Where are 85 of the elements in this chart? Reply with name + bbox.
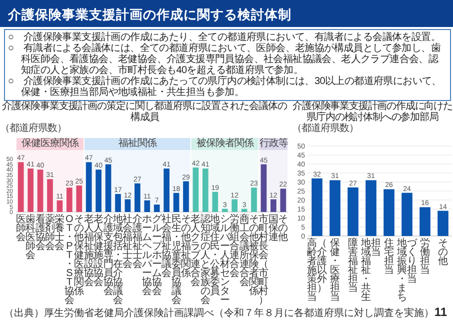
bar [144,200,150,212]
bar [56,200,63,212]
x-tick-label: 医師会 [16,214,26,243]
bar [18,162,24,212]
bar [260,164,267,212]
category-label: 市町村長会（市町村） [258,214,269,306]
bar [115,194,121,212]
x-tick-label: 障害福祉担当 [348,238,358,294]
category-label: 地域包括・在介協議会 [113,214,123,306]
chart-title: 介護保険事業支援計画の作成に向けた県庁内の検討体制への参加部局 [292,101,453,123]
x-tick-label: その他福祉関係 [181,214,191,279]
category-label: 地域住民・公募委員 [210,214,220,297]
x-tick-label: 保健・医療担当 [330,238,340,303]
bar [222,208,228,212]
x-tick-label: 労働組合連合会 [230,214,240,279]
x-tick-label: その他 [278,214,288,243]
bar [47,179,53,212]
category-label: 地域振興・まちづくり担当 [397,238,417,303]
x-tick-label: 労働担当 [420,238,430,276]
text: ○ 介護保険事業支援計画の作成にあたり、全ての都道府県において、有識者による会議体を設置。 [8,32,442,43]
band-label: 行政等 [259,138,288,149]
category-label: 認知症の人と家族の会 [200,214,210,306]
bar [37,170,44,212]
category-label: 介護支援専門員協会 [103,214,114,297]
category-label: 民生・児童委員協議会 [171,214,182,306]
bar [105,164,112,212]
category-label: 高齢者施策担当（介護以外） [307,238,327,303]
x-tick-label: 住宅担当 [384,238,394,276]
bar [330,180,340,236]
category-label: グループホーム協会 [152,214,162,297]
category-label: その他被保険者関係 [249,214,259,297]
x-tick-label: 老人保健施設協会 [94,214,104,288]
y-axis-title: （都道府県数） [292,123,358,134]
category-label: その他保健医療関係 [74,214,84,297]
x-tick-label: 歯科医師会 [26,214,36,261]
bar [164,168,170,212]
bar [28,168,34,212]
bar [366,180,376,236]
band-label: 被保険者関係 [191,138,258,149]
bar [312,178,322,236]
bar [402,192,412,236]
bar [192,167,199,212]
y-axis-title: （都道府県数） [0,123,66,134]
bar [251,188,257,212]
bar [86,162,92,212]
x-tick-label: 国保連 [268,214,278,243]
category-label: 地域福祉・共生担当 [361,238,381,303]
band-label: 保健医療関係 [16,138,84,149]
bar [173,192,180,212]
bar [280,188,286,212]
text: ○ 介護保険事業支援計画の作成にあたっての県庁内の検討体制には、30以上の都道府県において、保健・医療担当部局や地域福祉・共生担当も参加。 [8,76,442,98]
bar [232,199,238,212]
text: ○ 有識者による会議体には、全ての都道府県において、医師会、老施協が構成員として参加し、歯科医師会、看護協会、老健協会、介護支援専門員協会、社会福祉協議会、老人クラブ連合会、認知症の人と家族の会、市町村長会も40を超える都道府県で参加。 [8,43,442,76]
bar [66,188,72,212]
x-tick-label: 社会福祉士会 [122,214,133,270]
category-label: シルバー人材センター [220,214,230,306]
x-tick-label: 商工会議所連合会 [239,214,250,288]
bar [212,192,218,212]
bar [420,207,430,236]
x-tick-label: 介護福祉士会 [132,214,142,270]
x-tick-label: 社会福祉協議会 [162,214,172,279]
x-tick-label: 老人福祉施設協会 [84,214,94,288]
x-tick-label: 薬剤師会 [45,214,55,252]
bar [134,183,140,212]
bar [270,199,276,212]
bar [202,168,208,212]
band-label: 福祉関係 [84,138,190,149]
bar [154,204,160,212]
x-tick-label: 老人クラブ連合会 [190,214,201,288]
bar [124,199,131,212]
text: 介護保険事業支援計画の作成に関する検討体制 [8,6,292,24]
bar [348,187,358,236]
text: （出典）厚生労働省老健局介護保険計画課調べ（令和７年８月に各都道府県に対し調査を実施） [4,308,434,319]
bar [183,181,189,212]
category-label: OT・PT・ST協会 [64,214,74,306]
text: 11 [434,305,447,319]
x-tick-label: 栄養士会 [54,214,65,252]
x-tick-label: 看護協会 [35,214,46,252]
category-label: ホームヘルパー協会 [142,214,152,297]
bar [438,210,448,236]
x-tick-label: その他 [438,238,448,267]
bar [384,189,394,236]
bar [76,186,82,212]
chart-title: 介護保険事業支援計画の策定に関し都道府県に設置された会議体の構成員 [1,101,288,123]
bar [96,170,102,212]
